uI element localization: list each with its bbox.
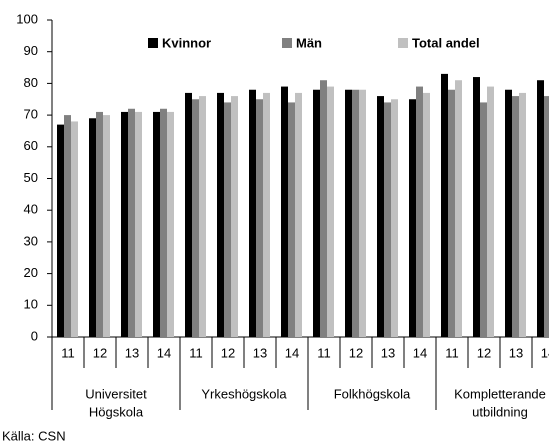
x-tick-label: 13 [381,345,395,360]
bar [377,96,384,337]
bar [128,108,135,337]
bar [64,115,71,337]
x-tick-label: 11 [189,345,203,360]
x-tick-label: 12 [221,345,235,360]
bar [455,80,462,337]
x-tick-label: 14 [541,345,549,360]
x-tick-label: 14 [157,345,171,360]
legend-swatch [148,38,158,48]
bar [409,99,416,337]
bar [89,118,96,338]
bar [57,124,64,337]
group-label: Högskola [89,404,144,419]
y-tick-label: 10 [24,297,38,312]
bar [505,89,512,338]
bar [160,108,167,337]
bar [217,92,224,337]
bar [544,96,549,337]
bar [519,92,526,337]
y-tick-label: 0 [31,328,38,343]
x-tick-label: 11 [445,345,459,360]
x-tick-label: 13 [509,345,523,360]
group-label: Yrkeshögskola [201,386,287,401]
bar [263,92,270,337]
x-tick-label: 11 [317,345,331,360]
bar [153,111,160,338]
bar [96,111,103,338]
bar [71,121,78,337]
bar [327,86,334,337]
group-label: Universitet [85,386,147,401]
bar [384,102,391,337]
bar [185,92,192,337]
x-tick-label: 12 [93,345,107,360]
bar [199,96,206,337]
legend-swatch [282,38,292,48]
y-tick-label: 90 [24,43,38,58]
group-label: Kompletterande [454,386,546,401]
x-tick-label: 12 [349,345,363,360]
bar [249,89,256,338]
bar [391,99,398,337]
y-tick-label: 50 [24,170,38,185]
y-tick-label: 70 [24,107,38,122]
bar [416,86,423,337]
bar [359,89,366,338]
bar [192,99,199,337]
y-tick-label: 30 [24,233,38,248]
bar [121,111,128,338]
bar [295,92,302,337]
bar [320,80,327,337]
bar [313,89,320,338]
legend-label: Total andel [412,35,480,50]
bar [423,92,430,337]
x-tick-label: 14 [285,345,299,360]
y-tick-label: 40 [24,202,38,217]
y-tick-label: 20 [24,265,38,280]
x-tick-label: 12 [477,345,491,360]
y-tick-label: 100 [16,11,38,26]
bar [167,111,174,338]
bar [231,96,238,337]
bar [135,111,142,338]
bar [256,99,263,337]
y-tick-label: 60 [24,138,38,153]
bar [281,86,288,337]
bar [345,89,352,338]
legend-label: Män [296,35,322,50]
bar [537,80,544,337]
bar [480,102,487,337]
x-tick-label: 13 [253,345,267,360]
source: Källa: CSN [2,428,66,443]
x-tick-label: 11 [61,345,75,360]
y-tick-label: 80 [24,75,38,90]
bar [224,102,231,337]
bar [448,89,455,338]
legend-swatch [398,38,408,48]
group-label: Folkhögskola [334,386,411,401]
legend-label: Kvinnor [162,35,211,50]
x-tick-label: 13 [125,345,139,360]
bar [473,77,480,337]
bar [103,115,110,337]
x-tick-label: 14 [413,345,427,360]
bar [487,86,494,337]
bar [352,89,359,338]
group-label: utbildning [472,404,528,419]
bar [441,73,448,337]
bar [288,102,295,337]
bar [512,96,519,337]
